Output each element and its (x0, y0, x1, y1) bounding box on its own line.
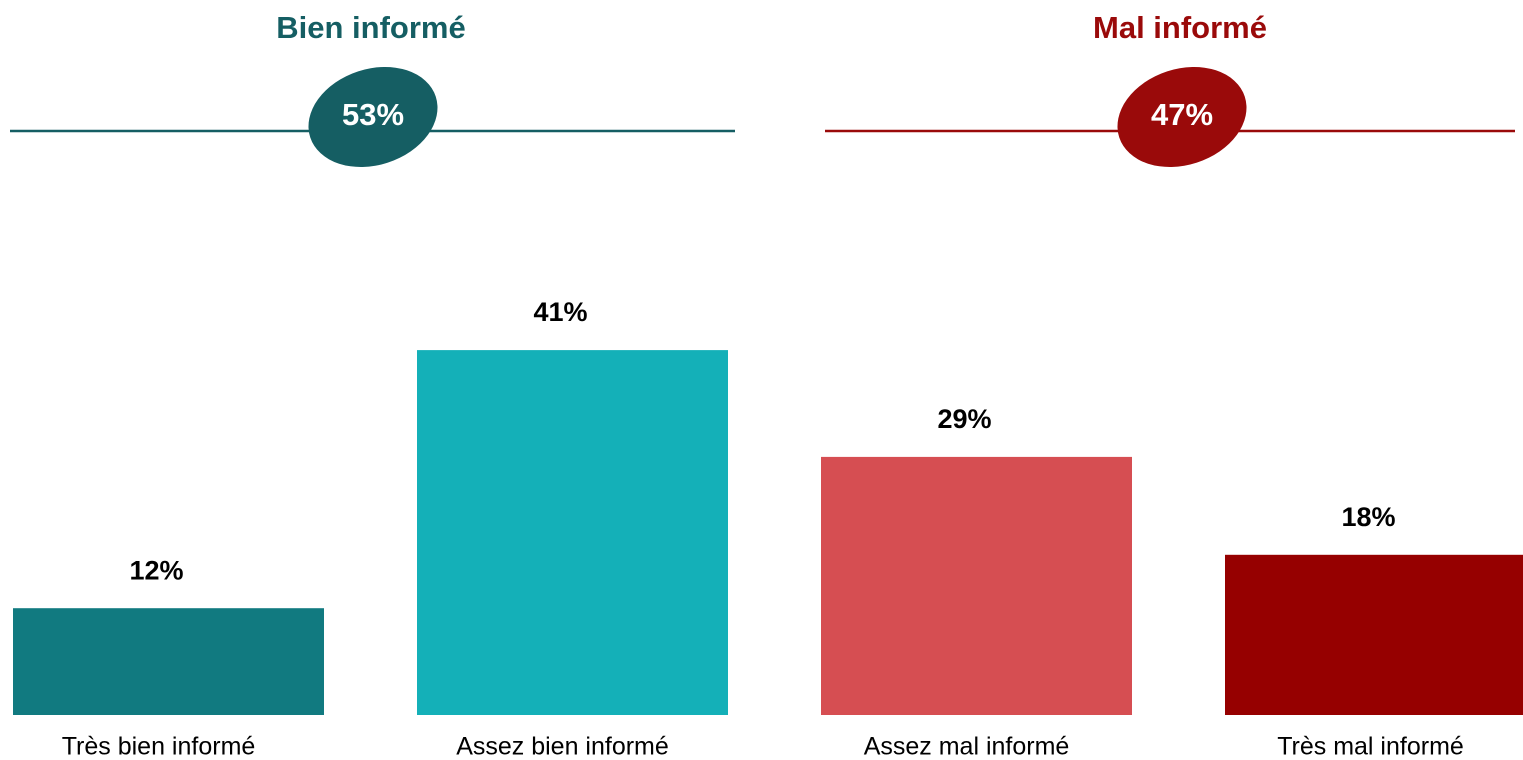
value-label: 12% (129, 555, 183, 585)
group-title: Mal informé (1093, 10, 1267, 45)
group-badge (308, 67, 438, 167)
value-label: 29% (937, 404, 991, 434)
group-badge (1117, 67, 1247, 167)
bar (13, 608, 324, 715)
group-value-label: 53% (342, 97, 404, 132)
category-label: Assez mal informé (864, 733, 1070, 760)
category-label: Très bien informé (62, 733, 256, 760)
value-label: 18% (1341, 502, 1395, 532)
bar (1225, 554, 1523, 715)
group-value-label: 47% (1151, 97, 1213, 132)
category-label: Assez bien informé (456, 733, 669, 760)
category-label: Très mal informé (1277, 733, 1464, 760)
bar (821, 456, 1132, 715)
bar (417, 350, 728, 715)
value-label: 41% (533, 297, 587, 327)
group-title: Bien informé (276, 10, 465, 45)
